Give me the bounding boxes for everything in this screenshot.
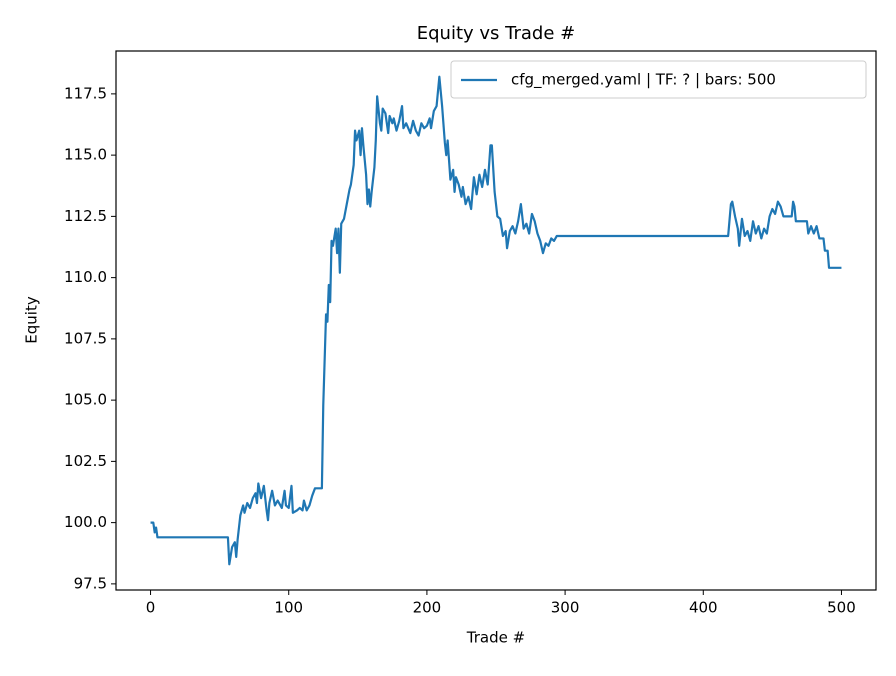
- y-tick-label: 105.0: [64, 391, 107, 409]
- plot-frame: [115, 50, 877, 591]
- x-tick-label: 400: [689, 599, 718, 617]
- data-line: [150, 75, 842, 566]
- legend-box: [450, 60, 867, 99]
- y-tick-label: 107.5: [64, 329, 107, 347]
- legend-label: cfg_merged.yaml | TF: ? | bars: 500: [511, 71, 776, 90]
- x-axis-label: Trade #: [466, 629, 525, 647]
- x-tick-label: 0: [146, 599, 156, 617]
- y-tick-label: 110.0: [64, 268, 107, 286]
- y-tick-label: 97.5: [74, 574, 107, 592]
- y-axis-label: Equity: [23, 296, 41, 344]
- x-tick-label: 100: [274, 599, 303, 617]
- x-tick-label: 300: [551, 599, 580, 617]
- chart-title: Equity vs Trade #: [417, 23, 575, 44]
- x-tick-label: 200: [413, 599, 442, 617]
- y-tick-label: 117.5: [64, 84, 107, 102]
- y-tick-label: 102.5: [64, 452, 107, 470]
- y-tick-label: 115.0: [64, 146, 107, 164]
- y-tick-label: 100.0: [64, 513, 107, 531]
- y-tick-label: 112.5: [64, 207, 107, 225]
- x-tick-label: 500: [827, 599, 856, 617]
